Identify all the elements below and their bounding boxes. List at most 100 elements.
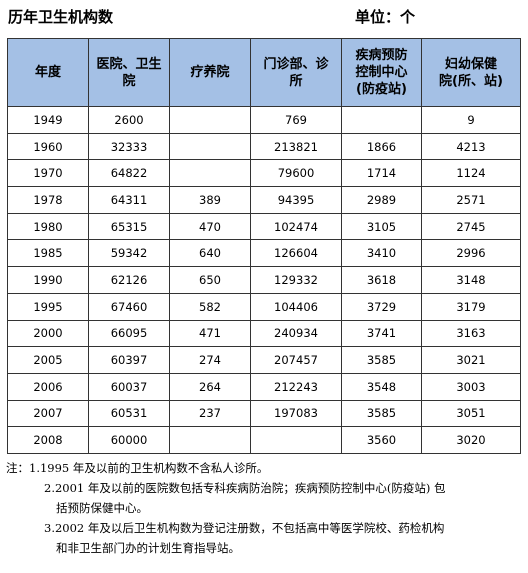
table-cell: 94395 (250, 186, 342, 214)
table-cell: 67460 (88, 292, 170, 321)
table-cell: 212243 (250, 372, 342, 401)
year-cell: 1990 (7, 266, 89, 294)
table-row: 2006 60037 264 212243 3548 3003 (7, 372, 521, 401)
table-cell: 64311 (88, 186, 170, 214)
table-header-row: 年度 医院、卫生院疗养院 门诊部、诊所疾病预防 控制中心 (防疫站) 妇幼保健 院(所、站) (7, 38, 521, 107)
footnote-3: 3.2002 年及以后卫生机构数为登记注册数，不包括高中等医学院校、药检机构 (44, 521, 445, 535)
page-header: 历年卫生机构数 单位：个 (8, 6, 518, 28)
table-cell: 1124 (421, 159, 521, 188)
footnote-1-text: 1.1995 年及以前的卫生机构数不含私人诊所。 (29, 461, 269, 475)
table-cell (169, 159, 251, 188)
table-row: 1995 67460 582 104406 3729 3179 (7, 292, 521, 321)
table-cell: 650 (169, 266, 251, 294)
table-cell: 129332 (250, 266, 342, 294)
footnote-label: 注： (6, 461, 29, 475)
table-cell: 3148 (421, 266, 521, 294)
table-cell (169, 132, 251, 161)
year-cell: 1970 (7, 159, 89, 188)
column-header-line: 控制中心 (355, 65, 408, 80)
table-cell: 3051 (421, 399, 521, 428)
table-row: 2005 60397 274 207457 3585 3021 (7, 346, 521, 374)
table-cell: 4213 (421, 132, 521, 161)
table-row: 2007 60531 237 197083 3585 3051 (7, 399, 521, 428)
table-cell: 470 (169, 212, 251, 241)
footnote-2: 2.2001 年及以前的医院数包括专科疾病防治院；疾病预防控制中心(防疫站) 包 (44, 481, 446, 495)
year-cell: 1995 (7, 292, 89, 321)
table-cell: 237 (169, 399, 251, 428)
table-cell: 3021 (421, 346, 521, 374)
table-cell (169, 426, 251, 454)
table-cell: 769 (250, 106, 342, 134)
year-cell: 1949 (7, 106, 89, 134)
table-cell: 9 (421, 106, 521, 134)
health-institutions-table: 年度 医院、卫生院疗养院 门诊部、诊所疾病预防 控制中心 (防疫站) 妇幼保健 院(所、站)… (7, 38, 521, 454)
table-row: 1960 32333 213821 1866 4213 (7, 132, 521, 161)
table-cell: 2600 (88, 106, 170, 134)
table-cell: 60000 (88, 426, 170, 454)
table-cell: 3548 (341, 372, 422, 401)
table-cell: 79600 (250, 159, 342, 188)
column-header-line: 院(所、站) (439, 73, 503, 89)
column-header: 年度 (7, 38, 89, 107)
table-cell: 2989 (341, 186, 422, 214)
table-cell: 389 (169, 186, 251, 214)
column-header-line: 所 (289, 73, 303, 89)
footnote-2-cont: 括预防保健中心。 (56, 501, 148, 515)
table-row: 1949 2600 769 9 (7, 106, 521, 134)
table-cell: 126604 (250, 239, 342, 268)
table-cell: 3585 (341, 346, 422, 374)
year-cell: 2007 (7, 399, 89, 428)
footnote-3-cont: 和非卫生部门办的计划生育指导站。 (56, 541, 240, 555)
year-cell: 1978 (7, 186, 89, 214)
table-cell: 62126 (88, 266, 170, 294)
table-cell: 3003 (421, 372, 521, 401)
table-cell: 240934 (250, 319, 342, 348)
table-cell (250, 426, 342, 454)
table-cell: 3741 (341, 319, 422, 348)
column-header-line: 年度 (34, 65, 61, 80)
table-row: 1980 65315 470 102474 3105 2745 (7, 212, 521, 241)
table-cell: 213821 (250, 132, 342, 161)
table-cell: 3410 (341, 239, 422, 268)
table-cell: 274 (169, 346, 251, 374)
column-header: 妇幼保健 院(所、站) (421, 38, 521, 107)
table-cell: 60397 (88, 346, 170, 374)
table-cell: 1866 (341, 132, 422, 161)
year-cell: 2005 (7, 346, 89, 374)
table-row: 1978 64311 389 94395 2989 2571 (7, 186, 521, 214)
unit-label: 单位：个 (355, 8, 416, 26)
table-cell: 3618 (341, 266, 422, 294)
table-cell: 60531 (88, 399, 170, 428)
column-header-line: (防疫站) (356, 82, 407, 97)
table-cell: 60037 (88, 372, 170, 401)
year-cell: 2006 (7, 372, 89, 401)
column-header-line: 妇幼保健 (444, 56, 497, 72)
table-cell: 640 (169, 239, 251, 268)
footnotes: 注：1.1995 年及以前的卫生机构数不含私人诊所。 2.2001 年及以前的医… (6, 458, 526, 558)
table-cell: 207457 (250, 346, 342, 374)
table-cell: 64822 (88, 159, 170, 188)
table-cell: 32333 (88, 132, 170, 161)
table-cell: 2745 (421, 212, 521, 241)
column-header-line: 院 (122, 73, 136, 89)
table-row: 1990 62126 650 129332 3618 3148 (7, 266, 521, 294)
year-cell: 1980 (7, 212, 89, 241)
table-cell: 264 (169, 372, 251, 401)
table-cell: 3729 (341, 292, 422, 321)
column-header: 疾病预防 控制中心 (防疫站) (341, 38, 422, 107)
table-cell: 104406 (250, 292, 342, 321)
table-row: 2000 66095 471 240934 3741 3163 (7, 319, 521, 348)
table-cell: 1714 (341, 159, 422, 188)
page-title: 历年卫生机构数 (8, 8, 114, 26)
table-cell: 65315 (88, 212, 170, 241)
table-cell: 3020 (421, 426, 521, 454)
footnote-1: 注：1.1995 年及以前的卫生机构数不含私人诊所。 (6, 458, 526, 478)
table-cell: 3163 (421, 319, 521, 348)
table-cell: 582 (169, 292, 251, 321)
table-cell: 3179 (421, 292, 521, 321)
column-header-line: 医院、卫生 (96, 56, 162, 72)
table-row: 1985 59342 640 126604 3410 2996 (7, 239, 521, 268)
column-header: 医院、卫生院 (88, 38, 170, 107)
table-row: 2008 60000 3560 3020 (7, 426, 521, 454)
